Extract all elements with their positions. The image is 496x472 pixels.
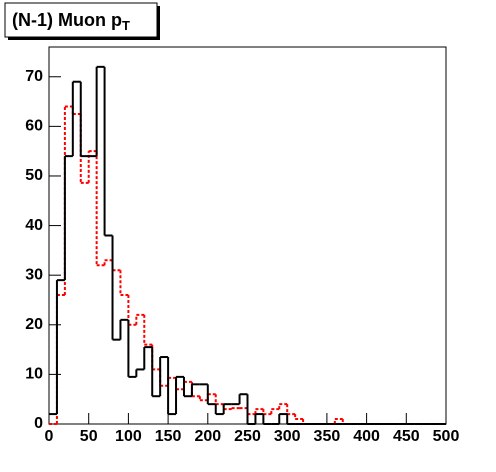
y-tick-label: 70 — [25, 68, 43, 85]
x-tick-label: 250 — [234, 428, 261, 445]
y-tick-label: 20 — [25, 316, 43, 333]
x-tick-label: 0 — [45, 428, 54, 445]
x-tick-label: 200 — [194, 428, 221, 445]
y-tick-label: 30 — [25, 266, 43, 283]
x-tick-label: 400 — [353, 428, 380, 445]
y-tick-label: 10 — [25, 366, 43, 383]
x-tick-label: 150 — [155, 428, 182, 445]
y-tick-label: 0 — [34, 415, 43, 432]
chart-title: (N-1) Muon pT — [12, 10, 130, 34]
x-tick-label: 500 — [433, 428, 460, 445]
y-tick-label: 60 — [25, 118, 43, 135]
y-tick-label: 50 — [25, 167, 43, 184]
x-tick-label: 300 — [274, 428, 301, 445]
x-tick-label: 50 — [80, 428, 98, 445]
title-main: (N-1) Muon p — [12, 10, 122, 30]
x-tick-label: 100 — [115, 428, 142, 445]
x-tick-label: 350 — [314, 428, 341, 445]
title-subscript: T — [122, 18, 130, 33]
x-tick-label: 450 — [393, 428, 420, 445]
y-tick-label: 40 — [25, 217, 43, 234]
title-box — [4, 2, 158, 38]
